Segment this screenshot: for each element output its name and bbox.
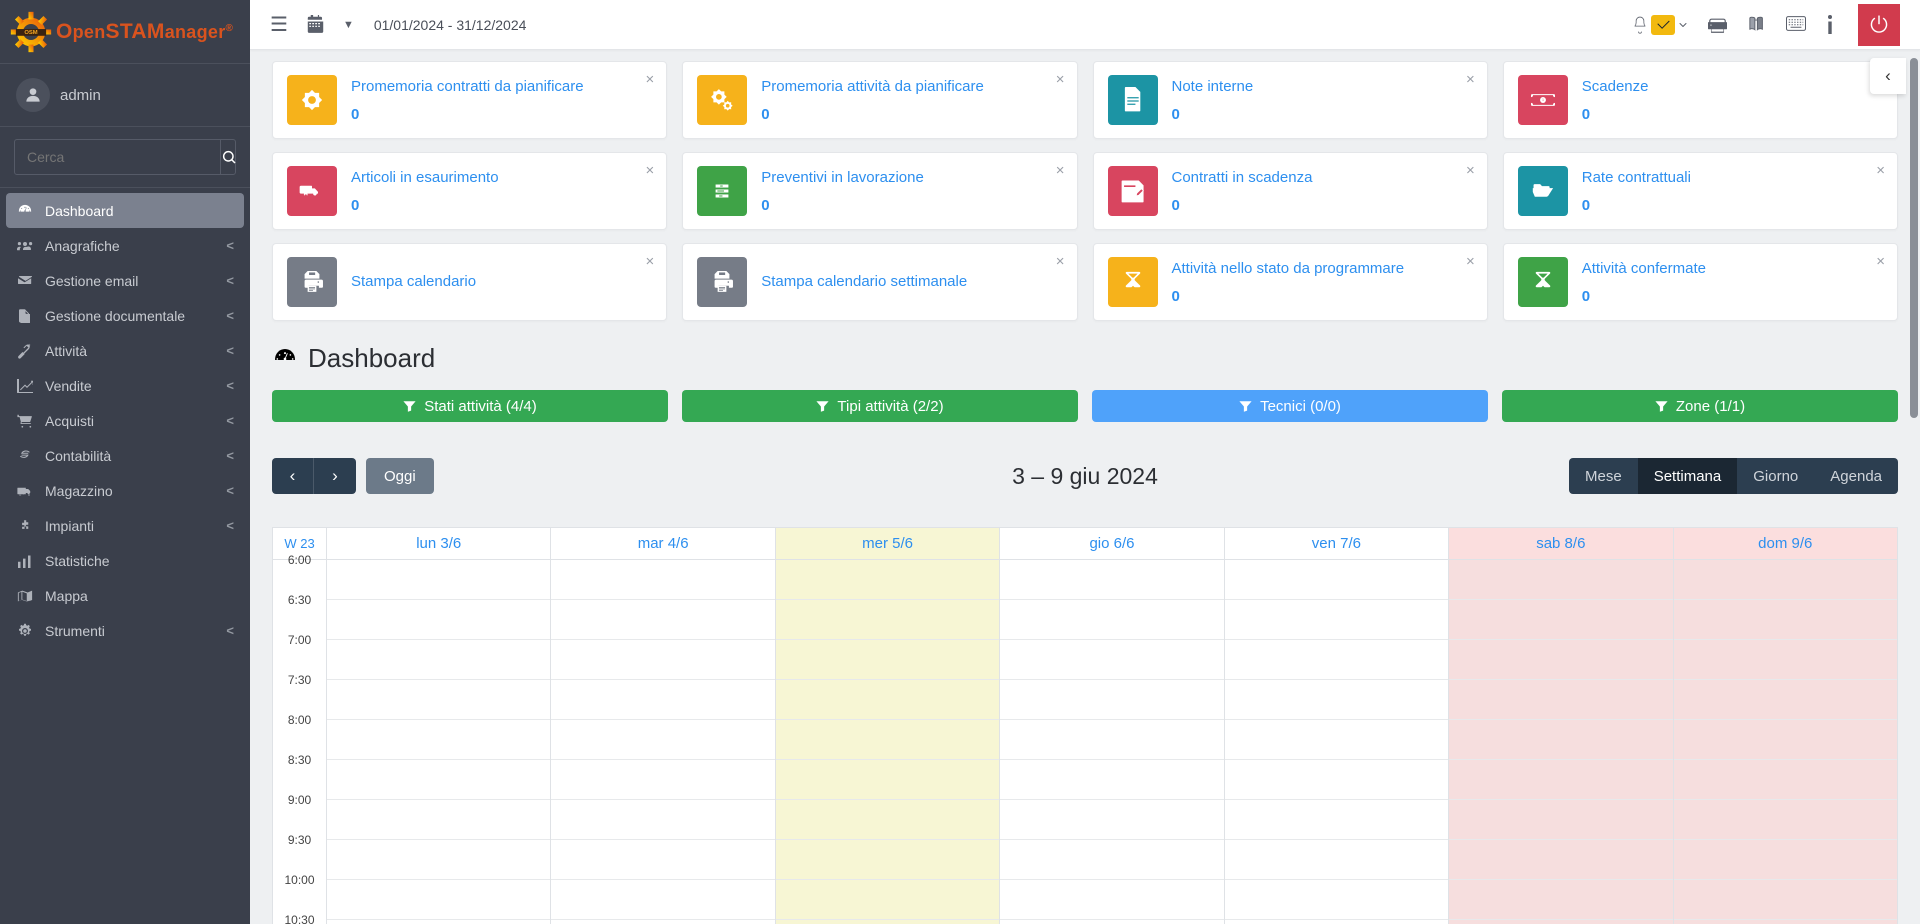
svg-text:1: 1: [1542, 98, 1544, 102]
svg-text:OSM: OSM: [24, 30, 37, 36]
